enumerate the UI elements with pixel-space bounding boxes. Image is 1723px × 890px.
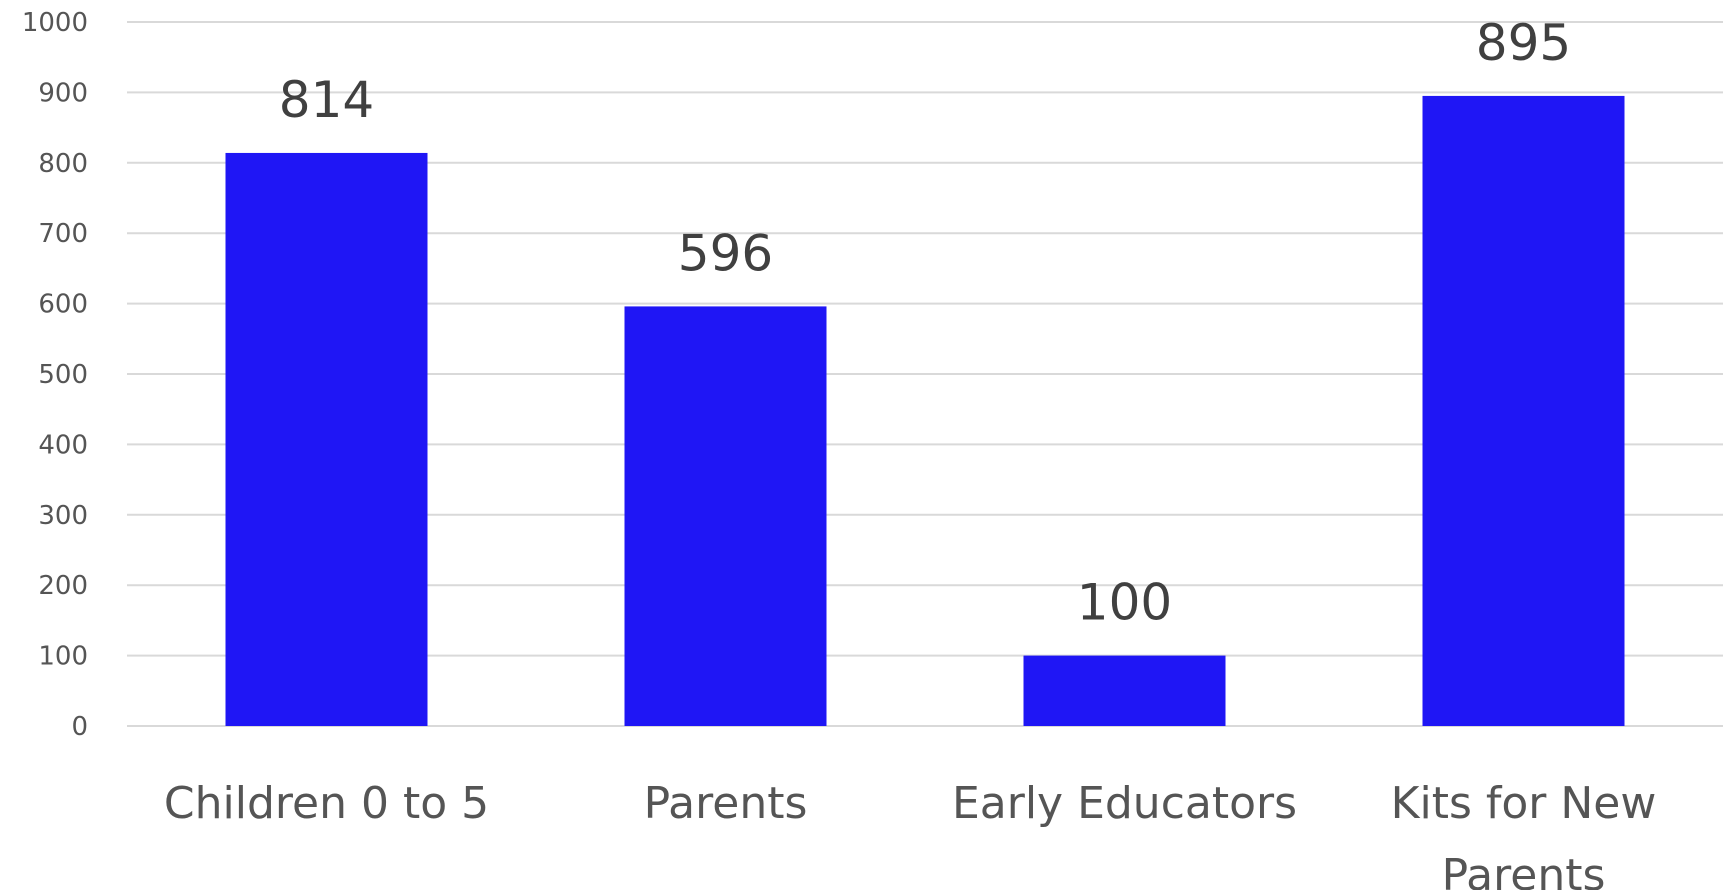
bar-3 <box>1023 655 1226 726</box>
y-tick-label: 0 <box>71 712 88 742</box>
y-tick-label: 400 <box>38 430 88 460</box>
y-tick-label: 900 <box>38 78 88 108</box>
y-tick-label: 200 <box>38 571 88 601</box>
y-tick-label: 100 <box>38 642 88 672</box>
data-label: 596 <box>678 224 773 282</box>
y-tick-label: 700 <box>38 219 88 249</box>
bars <box>225 95 1625 727</box>
bar-2 <box>624 306 827 726</box>
x-axis-category-labels: Children 0 to 5 Parents Early Educators Kit… <box>164 778 1656 890</box>
y-tick-label: 300 <box>38 501 88 531</box>
x-category-label: Early Educators <box>952 778 1297 829</box>
data-label: 895 <box>1476 14 1571 72</box>
data-label: 100 <box>1077 574 1172 632</box>
bar-4 <box>1422 95 1625 727</box>
data-labels: 814 596 100 895 <box>279 14 1571 632</box>
x-category-label: Kits for New Parents <box>1391 778 1657 890</box>
y-tick-label: 500 <box>38 360 88 390</box>
x-category-label: Parents <box>644 778 808 829</box>
y-axis-tick-labels: 0 100 200 300 400 500 600 700 800 900 1000 <box>22 8 88 742</box>
y-tick-label: 800 <box>38 149 88 179</box>
y-tick-label: 1000 <box>22 8 88 38</box>
y-tick-label: 600 <box>38 290 88 320</box>
data-label: 814 <box>279 71 374 129</box>
bar-1 <box>225 152 428 727</box>
x-category-label: Children 0 to 5 <box>164 778 489 829</box>
